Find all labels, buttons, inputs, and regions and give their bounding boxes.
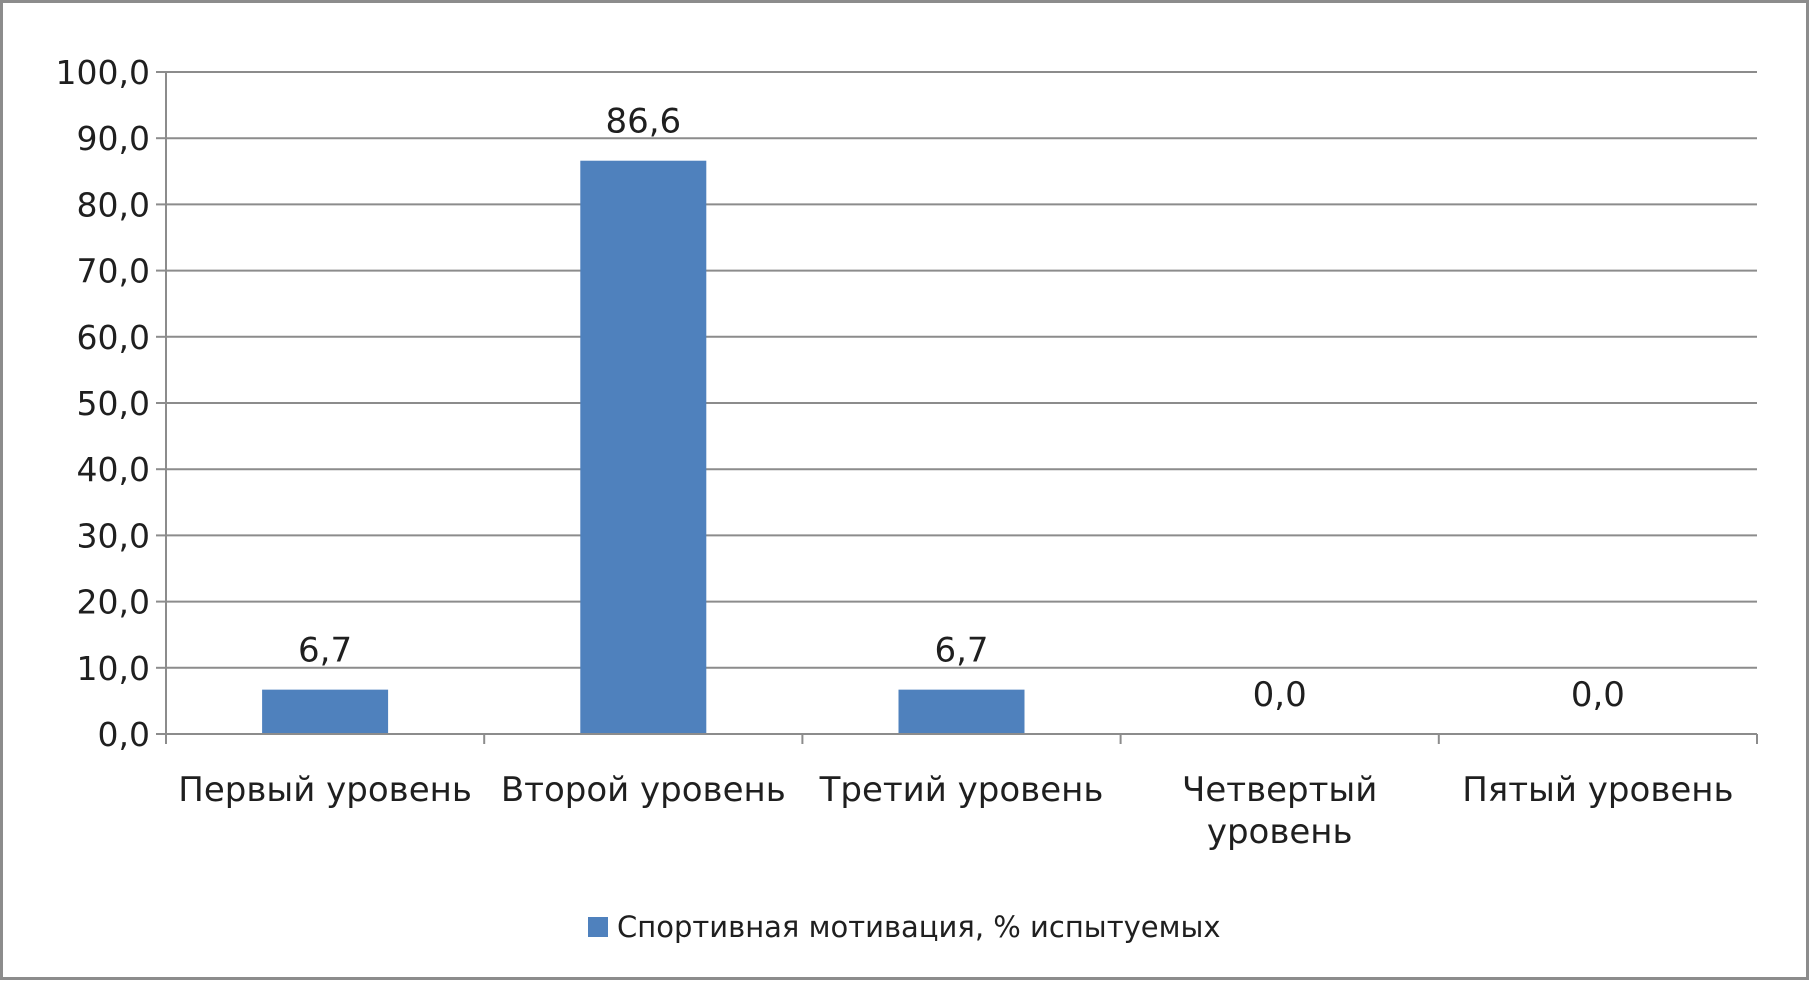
category-label: Первый уровень	[178, 770, 472, 810]
data-label: 0,0	[1253, 675, 1307, 715]
y-tick-label: 100,0	[56, 53, 150, 92]
gridlines	[166, 71, 1757, 669]
legend: Спортивная мотивация, % испытуемых	[588, 910, 1221, 944]
y-tick-label: 20,0	[77, 583, 150, 622]
y-tick-label: 60,0	[77, 318, 150, 357]
y-tick-label: 0,0	[98, 715, 150, 754]
category-label-line: Второй уровень	[501, 770, 786, 810]
category-label-line: уровень	[1207, 812, 1353, 852]
bars	[262, 160, 1025, 734]
category-label: Второй уровень	[501, 770, 786, 810]
bar-chart: 0,0 10,0 20,0 30,0 40,0 50,0 60,0 70,0 80,0 90,0 1…	[56, 53, 1758, 944]
category-labels: Первый уровень Второй уровень Третий урове…	[178, 770, 1733, 852]
y-tick-label: 80,0	[77, 185, 150, 224]
legend-swatch	[588, 917, 608, 937]
y-tick-labels: 0,0 10,0 20,0 30,0 40,0 50,0 60,0 70,0 80,0 90,0 1…	[56, 53, 150, 754]
y-tick-label: 70,0	[77, 252, 150, 291]
bar	[262, 689, 389, 734]
data-label: 6,7	[298, 631, 352, 671]
data-label: 6,7	[934, 631, 988, 671]
axes	[156, 71, 1758, 744]
y-tick-label: 90,0	[77, 119, 150, 158]
data-labels: 6,7 86,6 6,7 0,0 0,0	[298, 102, 1625, 715]
category-label-line: Первый уровень	[178, 770, 472, 810]
bar	[898, 689, 1025, 734]
category-label-line: Пятый уровень	[1462, 770, 1733, 810]
y-tick-label: 30,0	[77, 516, 150, 555]
data-label: 86,6	[605, 102, 681, 142]
category-label: Четвертый уровень	[1182, 770, 1377, 852]
category-label-line: Четвертый	[1182, 770, 1377, 810]
y-tick-label: 10,0	[77, 649, 150, 688]
legend-label: Спортивная мотивация, % испытуемых	[617, 910, 1221, 944]
category-label: Третий уровень	[819, 770, 1104, 810]
y-tick-label: 40,0	[77, 450, 150, 489]
y-tick-label: 50,0	[77, 384, 150, 423]
category-label-line: Третий уровень	[819, 770, 1104, 810]
bar	[580, 160, 707, 734]
category-label: Пятый уровень	[1462, 770, 1733, 810]
data-label: 0,0	[1571, 675, 1625, 715]
